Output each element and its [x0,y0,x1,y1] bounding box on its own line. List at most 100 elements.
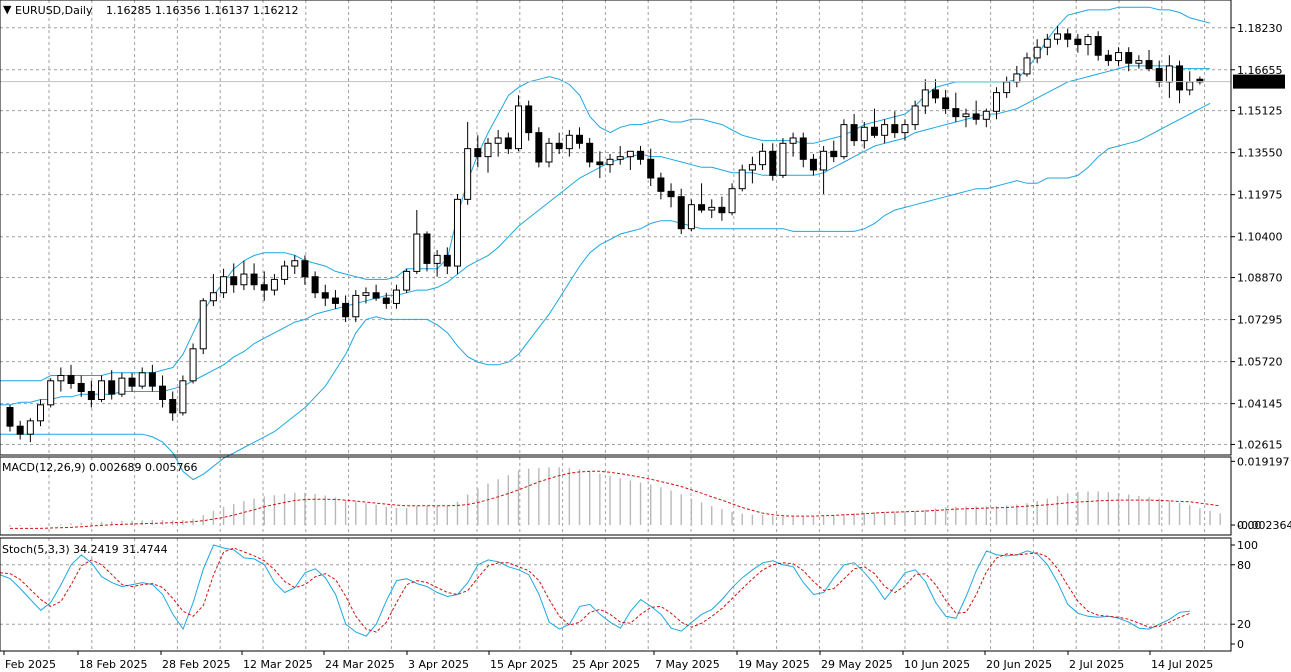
candle[interactable] [230,263,238,293]
candle[interactable] [728,183,736,216]
candle[interactable] [596,151,604,178]
candle[interactable] [545,137,553,168]
candle[interactable] [281,260,289,285]
candle[interactable] [850,113,858,146]
candle[interactable] [179,375,187,416]
candle[interactable] [931,79,939,104]
candle[interactable] [16,420,24,440]
candle[interactable] [1125,47,1133,72]
candle[interactable] [372,284,380,301]
candle[interactable] [321,284,329,307]
candle[interactable] [301,255,309,285]
candle[interactable] [1145,49,1153,72]
candle[interactable] [403,268,411,293]
candle[interactable] [1023,52,1031,77]
candle[interactable] [342,295,350,323]
candle[interactable] [962,108,970,128]
candle[interactable] [352,290,360,323]
candle[interactable] [189,343,197,384]
candle[interactable] [128,372,136,392]
candle[interactable] [809,153,817,176]
candle[interactable] [433,250,441,277]
candle[interactable] [576,127,584,149]
price-panel[interactable]: 1.18230 1.16655 1.15125 1.13550 1.11975 1.104… [0,0,1285,481]
candle[interactable] [87,380,95,408]
candle[interactable] [331,290,339,309]
candle[interactable] [921,79,929,114]
candle[interactable] [667,183,675,208]
candle[interactable] [6,404,14,432]
candle[interactable] [453,194,461,275]
candle[interactable] [311,271,319,299]
candle[interactable] [199,298,207,355]
candle[interactable] [677,188,685,235]
candle[interactable] [982,108,990,128]
candle[interactable] [992,87,1000,120]
stoch-panel[interactable]: 100 80 20 0 Stoch(5,3,3) 34.2419 31.4744 [0,537,1258,652]
candle[interactable] [250,263,258,291]
candle[interactable] [504,132,512,154]
candle[interactable] [159,375,167,408]
candle[interactable] [26,418,34,443]
candle[interactable] [1074,33,1082,53]
candle[interactable] [67,364,75,389]
candle[interactable] [698,183,706,213]
candles[interactable] [6,25,1204,443]
candle[interactable] [1033,39,1041,64]
candle[interactable] [1104,49,1112,66]
candle[interactable] [525,100,533,141]
candle[interactable] [860,121,868,149]
candle[interactable] [830,140,838,162]
candle[interactable] [972,100,980,125]
candle[interactable] [555,132,563,154]
candle[interactable] [57,367,65,392]
candle[interactable] [1135,55,1143,69]
candle[interactable] [535,127,543,168]
candle[interactable] [870,108,878,138]
candle[interactable] [138,367,146,389]
candle[interactable] [820,145,828,195]
candle[interactable] [1054,25,1062,45]
candle[interactable] [759,143,767,170]
candle[interactable] [1094,31,1102,61]
candle[interactable] [769,143,777,181]
candle[interactable] [616,145,624,165]
candle[interactable] [586,137,594,168]
candle[interactable] [37,399,45,427]
candle[interactable] [901,119,909,141]
candle[interactable] [169,391,177,421]
candle[interactable] [148,364,156,392]
candle[interactable] [637,145,645,165]
candle[interactable] [362,287,370,304]
candle[interactable] [779,137,787,178]
candle[interactable] [708,199,716,219]
candle[interactable] [687,199,695,232]
candle[interactable] [647,148,655,187]
candle[interactable] [1084,33,1092,56]
candle[interactable] [606,153,614,173]
macd-panel[interactable]: 0.019197 0.00-0.002364 MACD(12,26,9) 0.00… [0,455,1291,536]
candle[interactable] [118,372,126,397]
candle[interactable] [657,172,665,200]
candle[interactable] [718,196,726,221]
candle[interactable] [413,210,421,275]
candle[interactable] [911,100,919,130]
candle[interactable] [840,119,848,160]
candle[interactable] [240,260,248,291]
candle[interactable] [98,375,106,403]
candle[interactable] [47,378,55,408]
candle[interactable] [748,156,756,184]
candle[interactable] [881,119,889,144]
candle[interactable] [423,231,431,272]
candle[interactable] [382,292,390,309]
candle[interactable] [474,135,482,168]
candle[interactable] [565,129,573,157]
candle[interactable] [443,247,451,275]
candle[interactable] [1043,33,1051,56]
candle[interactable] [77,375,85,397]
candle[interactable] [1064,28,1072,48]
candle[interactable] [494,129,502,157]
candle[interactable] [392,284,400,309]
candle[interactable] [942,89,950,114]
